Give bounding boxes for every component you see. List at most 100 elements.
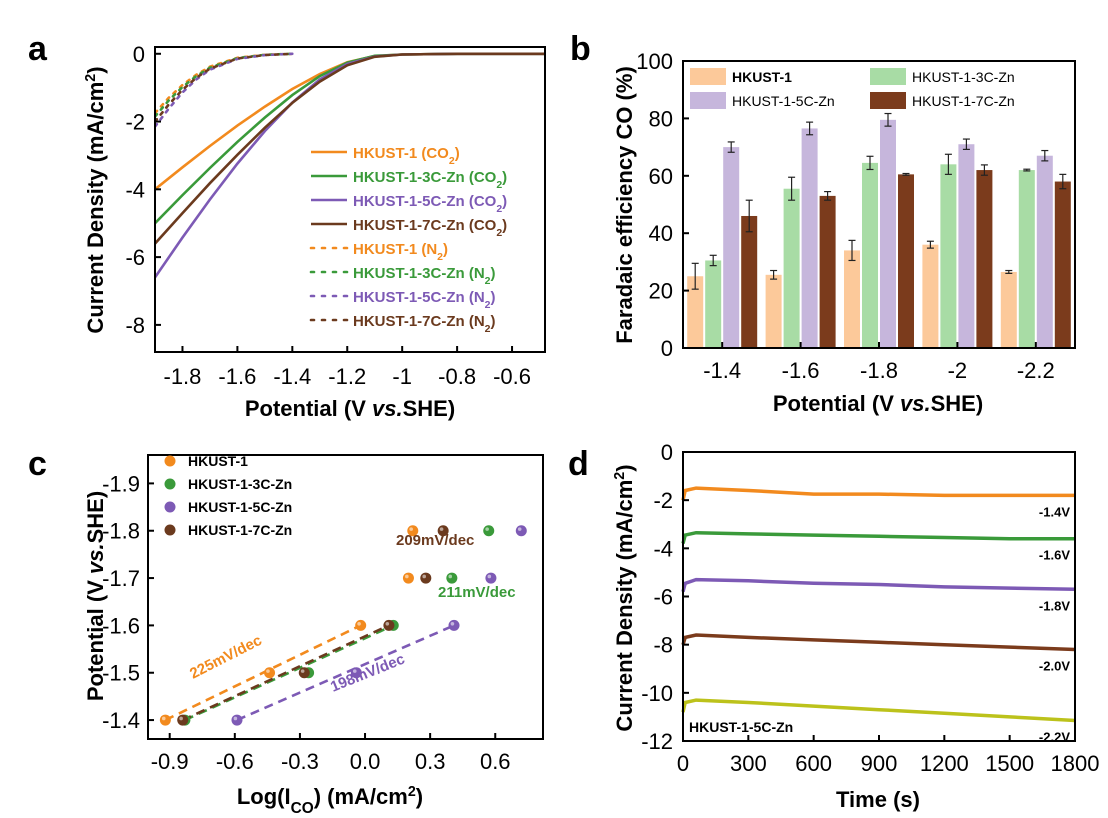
- x-tick-label-b: -2: [948, 358, 968, 383]
- fit-line-c-1: [184, 624, 394, 722]
- series-line-d-0: [681, 486, 1075, 501]
- series-label-d: -1.8V: [1039, 598, 1070, 613]
- legend-label-a: HKUST-1-3C-Zn (N2): [353, 265, 496, 287]
- panel-d: d -1.4V -1.6V -1.8V -2.0V -2.2V 0 300 600 900 1200…: [568, 440, 1099, 812]
- x-tick-label-d: 1200: [920, 751, 969, 776]
- series-label-d: -2.0V: [1039, 658, 1070, 673]
- legend-label-a-part: HKUST-1-5C-Zn (N: [353, 289, 485, 306]
- bar-b: [880, 119, 896, 349]
- x-tick-label-d: 0: [677, 751, 689, 776]
- legend-label-a-part: 2: [496, 227, 502, 239]
- x-tick-label-a: -1.2: [328, 364, 366, 389]
- y-tick-label-a: -2: [125, 110, 145, 135]
- x-axis-label-c-part: 2: [408, 784, 416, 800]
- x-tick-label-c: 0.0: [350, 749, 381, 774]
- bar-b: [862, 162, 878, 348]
- legend-marker-c: [164, 501, 176, 513]
- legend-label-a-part: ): [502, 217, 507, 234]
- y-tick-label-d: 0: [661, 440, 673, 465]
- legend-label-a: HKUST-1-3C-Zn (CO2): [353, 169, 507, 191]
- x-tick-label-d: 1500: [985, 751, 1034, 776]
- y-axis-label-c: Potential (V vs.SHE): [83, 491, 108, 701]
- y-tick-label-b: 40: [649, 221, 673, 246]
- legend-label-c: HKUST-1-3C-Zn: [188, 476, 292, 492]
- data-point-highlight-c: [448, 574, 453, 579]
- series-line-a-3: [155, 52, 545, 245]
- slope-annotation-c: 225mV/dec: [187, 632, 265, 683]
- x-tick-label-c: -0.3: [281, 749, 319, 774]
- bar-b: [741, 215, 758, 348]
- legend-swatch-b: [870, 92, 906, 109]
- y-tick-label-d: -8: [653, 633, 673, 658]
- bar-b: [958, 144, 975, 348]
- panel-c: c -0.9 -0.6 -0.3 0.0 0.3 0.6 -1.4 -1.5 -1.6 -1.7 -1…: [28, 445, 544, 817]
- x-tick-label-a: -1.8: [164, 364, 202, 389]
- legend-swatch-b: [870, 68, 906, 85]
- series-line-a-6: [155, 52, 294, 128]
- panel-a: a -1.8 -1.6 -1.4 -1.2 -1 -0.8 -0.6 0 -2 -4 -6 -8 Pote…: [28, 30, 546, 421]
- x-axis-label-a-part: vs.: [372, 396, 403, 421]
- bar-b: [723, 147, 740, 348]
- data-point-c-0: [264, 667, 276, 679]
- bar-b: [1018, 170, 1035, 348]
- x-tick-label-d: 900: [861, 751, 898, 776]
- legend-label-a-part: 2: [485, 275, 491, 287]
- y-tick-label-b: 60: [649, 164, 673, 189]
- data-point-highlight-c: [266, 669, 270, 673]
- legend-marker-c: [164, 524, 176, 536]
- y-tick-label-a: 0: [133, 42, 145, 67]
- legend-label-a-part: HKUST-1-7C-Zn (CO: [353, 217, 497, 234]
- x-tick-label-b: -1.8: [860, 358, 898, 383]
- data-point-highlight-c: [300, 669, 305, 673]
- y-axis-label-b: Faradaic efficiency CO (%): [612, 66, 637, 344]
- legend-label-c: HKUST-1-7C-Zn: [188, 522, 292, 538]
- x-tick-label-d: 1800: [1051, 751, 1100, 776]
- data-point-c-0: [159, 714, 171, 726]
- fit-line-c-0: [164, 624, 362, 722]
- bar-b: [819, 195, 836, 348]
- legend-label-a-part: ): [502, 193, 507, 210]
- y-tick-label-d: -10: [641, 681, 673, 706]
- panel-a-frame: [154, 46, 546, 353]
- legend-label-a: HKUST-1-7C-Zn (CO2): [353, 217, 507, 239]
- data-point-c-2: [485, 572, 497, 584]
- series-label-d: -1.6V: [1039, 548, 1070, 563]
- legend-label-a-part: ): [443, 241, 448, 258]
- legend-label-a-part: 2: [485, 299, 491, 311]
- data-point-c-2: [515, 525, 527, 537]
- data-point-highlight-c: [405, 574, 409, 579]
- data-point-highlight-c: [352, 669, 357, 673]
- bar-b: [1000, 271, 1017, 348]
- y-tick-label-c: -1.5: [102, 661, 140, 686]
- panel-c-frame: [147, 454, 544, 740]
- x-tick-label-a: -1.4: [273, 364, 311, 389]
- data-point-highlight-c: [422, 574, 427, 579]
- y-tick-label-a: -4: [125, 177, 145, 202]
- y-tick-label-a: -8: [125, 313, 145, 338]
- legend-label-a-part: 2: [485, 323, 491, 335]
- x-tick-label-a: -1: [392, 364, 412, 389]
- data-point-highlight-c: [357, 622, 361, 626]
- y-axis-label-a-part: Current Density (mA/cm: [83, 82, 108, 334]
- y-axis-label-d-part: ): [612, 464, 637, 471]
- data-point-c-2: [448, 619, 460, 631]
- legend-swatch-b: [690, 68, 726, 85]
- y-tick-label-b: 100: [636, 49, 673, 74]
- legend-label-a-part: HKUST-1 (CO: [353, 145, 449, 162]
- slope-annotation-c: 209mV/dec: [396, 532, 474, 549]
- y-tick-label-b: 20: [649, 279, 673, 304]
- y-axis-label-d: Current Density (mA/cm2): [612, 464, 637, 731]
- series-line-d-4: [681, 698, 1076, 723]
- bar-b: [940, 164, 957, 348]
- legend-label-a-part: HKUST-1-3C-Zn (N: [353, 265, 485, 282]
- series-label-d: -1.4V: [1039, 504, 1070, 519]
- legend-label-a-part: ): [491, 313, 496, 330]
- bar-b: [922, 244, 939, 348]
- x-tick-label-d: 600: [795, 751, 832, 776]
- y-axis-label-c-part: SHE): [83, 491, 108, 544]
- bar-b: [801, 128, 818, 348]
- legend-label-a-part: 2: [496, 179, 502, 191]
- y-axis-label-d-part: 2: [612, 472, 628, 480]
- legend-marker-c: [164, 455, 176, 467]
- y-tick-label-c: -1.4: [102, 708, 140, 733]
